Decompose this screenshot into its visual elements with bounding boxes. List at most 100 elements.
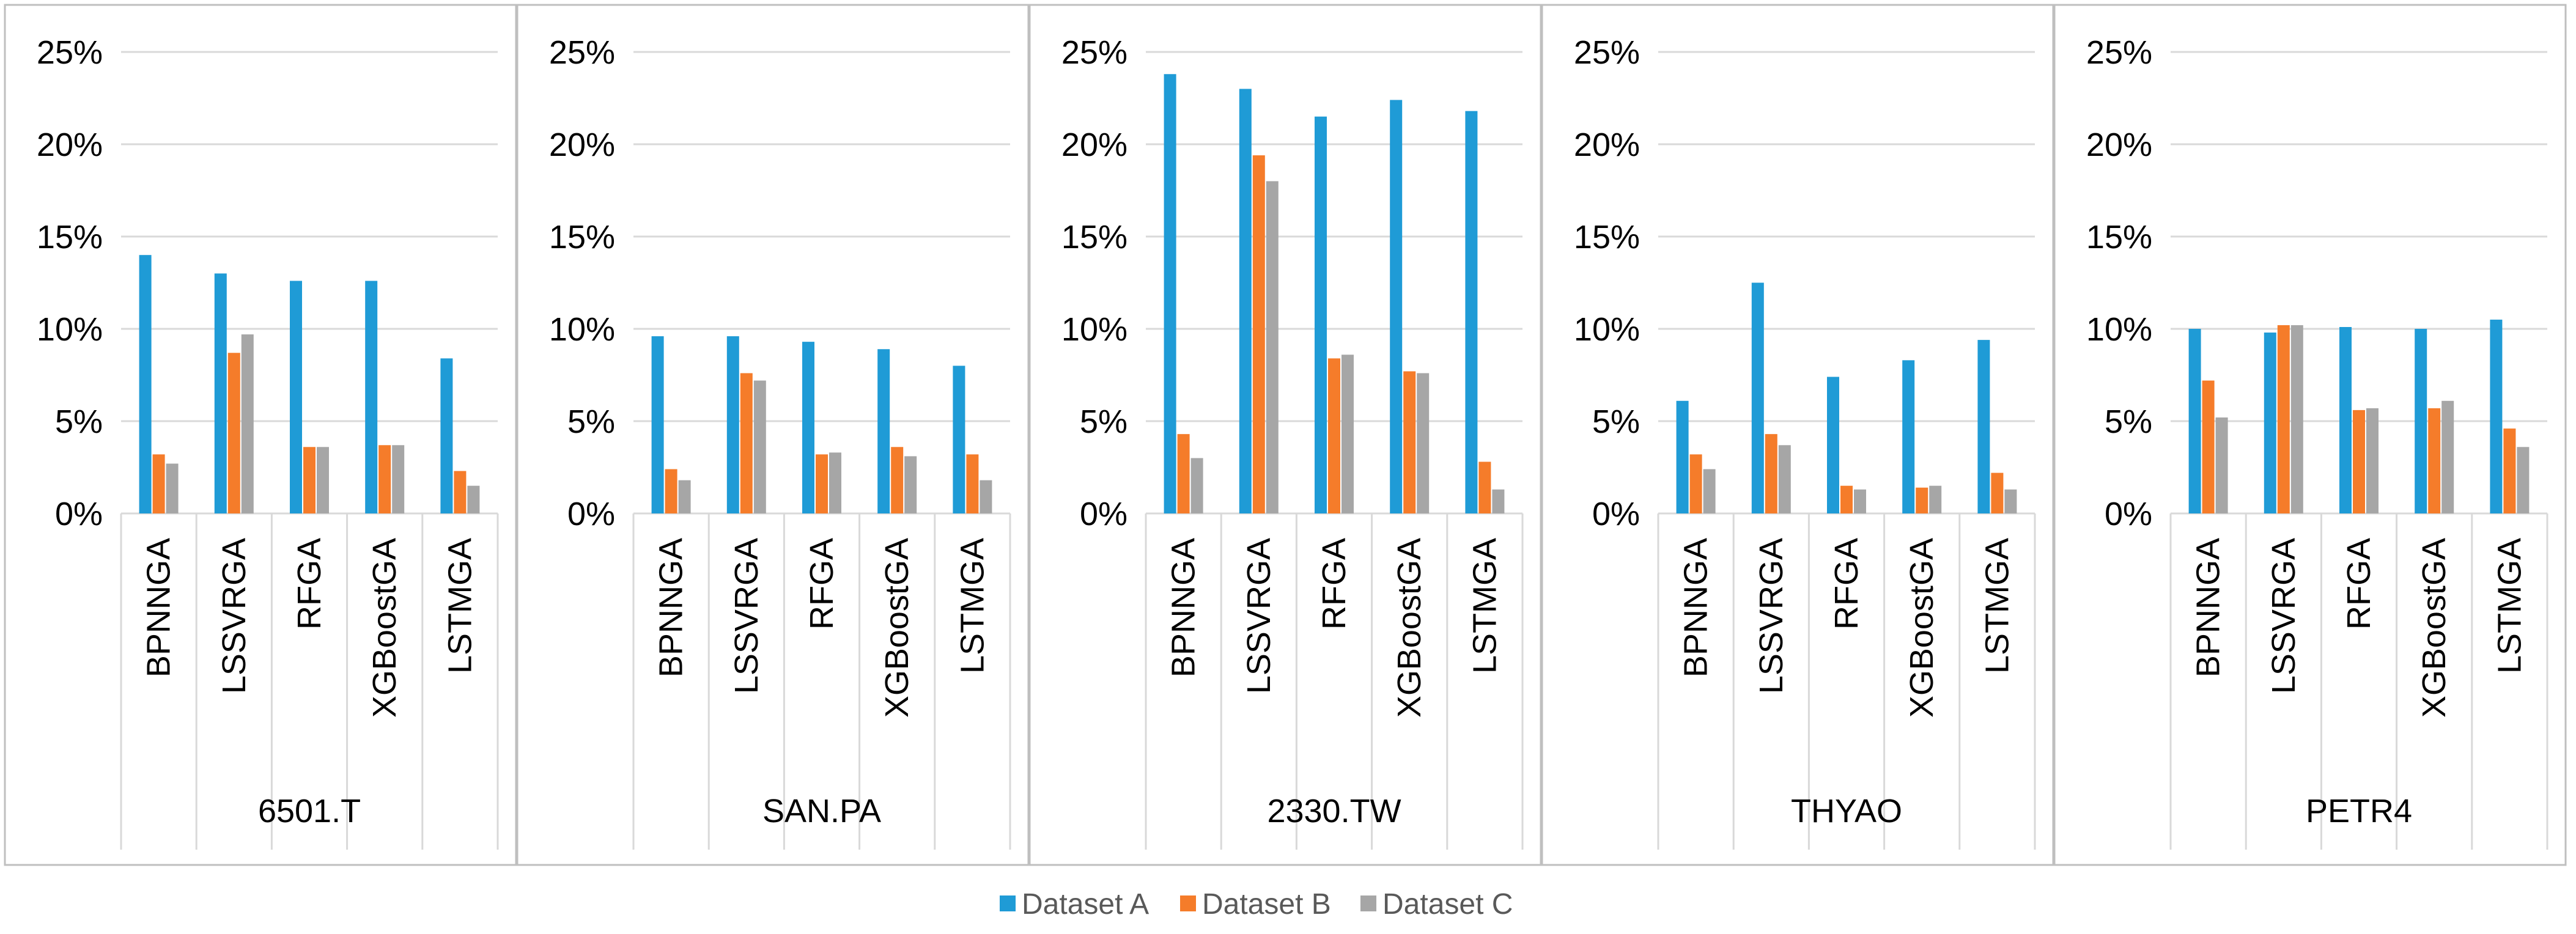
bar [1840,485,1853,513]
bar [1403,371,1416,513]
bar [2353,410,2365,513]
y-tick-label: 5% [55,403,103,440]
panel-frame [2053,4,2567,866]
y-tick-label: 10% [2086,311,2152,348]
bar [665,469,677,513]
legend-label: Dataset C [1382,888,1513,921]
bar [166,463,179,513]
bar [1778,445,1791,513]
bar [2215,417,2228,513]
y-tick-label: 0% [1592,496,1640,532]
category-label: LSSVRGA [2265,538,2302,694]
bar [227,353,240,513]
y-tick-label: 15% [2086,219,2152,256]
bar [1902,360,1915,513]
category-label: LSTMGA [1979,538,2015,674]
bar [2339,326,2352,513]
bar [904,456,917,513]
category-label: XGBoostGA [1903,538,1940,718]
legend-swatch [1000,895,1016,911]
y-tick-label: 5% [1592,403,1640,440]
bar [1328,358,1340,513]
panel-title: PETR4 [2306,793,2412,829]
bar [1929,485,1942,513]
bar [1164,74,1176,514]
bar [1252,155,1265,513]
category-label: LSTMGA [1466,538,1503,674]
bar [1991,473,2004,513]
category-label: BPNNGA [653,538,690,677]
bar [816,454,828,513]
bar [651,336,664,513]
bar [1916,487,1928,513]
panel-frame [4,4,517,866]
category-label: LSSVRGA [728,538,765,694]
y-tick-label: 15% [1574,219,1640,256]
bar [2517,447,2530,513]
bar [392,445,405,513]
bar [440,358,453,513]
y-tick-label: 5% [567,403,615,440]
y-tick-label: 25% [549,34,615,71]
bar [1689,454,1702,513]
bar [2188,329,2201,513]
bar [1977,340,1990,513]
category-label: BPNNGA [2190,538,2227,677]
panel-title: 2330.TW [1267,793,1401,829]
y-tick-label: 25% [2086,34,2152,71]
category-label: BPNNGA [1678,538,1714,677]
y-tick-label: 0% [2105,496,2152,532]
category-label: RFGA [291,538,328,630]
bar [454,471,467,513]
panel-frame [1028,4,1542,866]
y-tick-label: 0% [1080,496,1127,532]
chart-panel: 0% 5% 10% 15% 20% 25% BPNNGA LSSVRGA RFGA XGBoost… [516,4,1030,866]
legend-label: Dataset B [1202,888,1331,921]
bar [2441,400,2454,513]
legend-item: Dataset B [1180,888,1331,921]
legend-swatch [1180,895,1196,911]
y-tick-label: 10% [1574,311,1640,348]
category-label: LSTMGA [2491,538,2528,674]
y-tick-label: 0% [55,496,103,532]
bar [1177,434,1190,513]
bar [365,281,378,513]
y-tick-label: 25% [1061,34,1127,71]
category-label: LSSVRGA [1753,538,1790,694]
y-tick-label: 20% [2086,127,2152,163]
chart-panel: 0% 5% 10% 15% 20% 25% BPNNGA LSSVRGA RFGA XGBoost… [2053,4,2567,866]
legend-item: Dataset C [1360,888,1513,921]
y-tick-label: 10% [549,311,615,348]
bar [1827,377,1839,513]
bar [1266,181,1279,513]
bar [2490,319,2503,513]
bar [2264,333,2276,513]
y-tick-label: 10% [1061,311,1127,348]
chart-panel: 0% 5% 10% 15% 20% 25% BPNNGA LSSVRGA RFGA XGBoost… [1541,4,2054,866]
y-tick-label: 15% [549,219,615,256]
bar [829,452,841,513]
bar [1417,373,1430,513]
bar [2277,325,2290,513]
bar [1465,111,1478,513]
bar [214,273,227,513]
bar [1492,489,1505,513]
y-tick-label: 15% [1061,219,1127,256]
bar [1315,116,1327,513]
category-label: LSSVRGA [1241,538,1277,694]
bar [1676,400,1689,513]
legend-swatch [1360,895,1376,911]
bar [303,447,316,513]
category-label: XGBoostGA [879,538,915,718]
y-tick-label: 0% [567,496,615,532]
bar [2415,329,2427,513]
bar [802,342,814,513]
category-label: XGBoostGA [366,538,403,718]
legend-label: Dataset A [1022,888,1149,921]
y-tick-label: 20% [37,127,103,163]
y-tick-label: 5% [1080,403,1127,440]
bar [2428,408,2441,513]
category-label: BPNNGA [141,538,177,677]
bar [1342,355,1354,513]
category-label: LSSVRGA [216,538,253,694]
